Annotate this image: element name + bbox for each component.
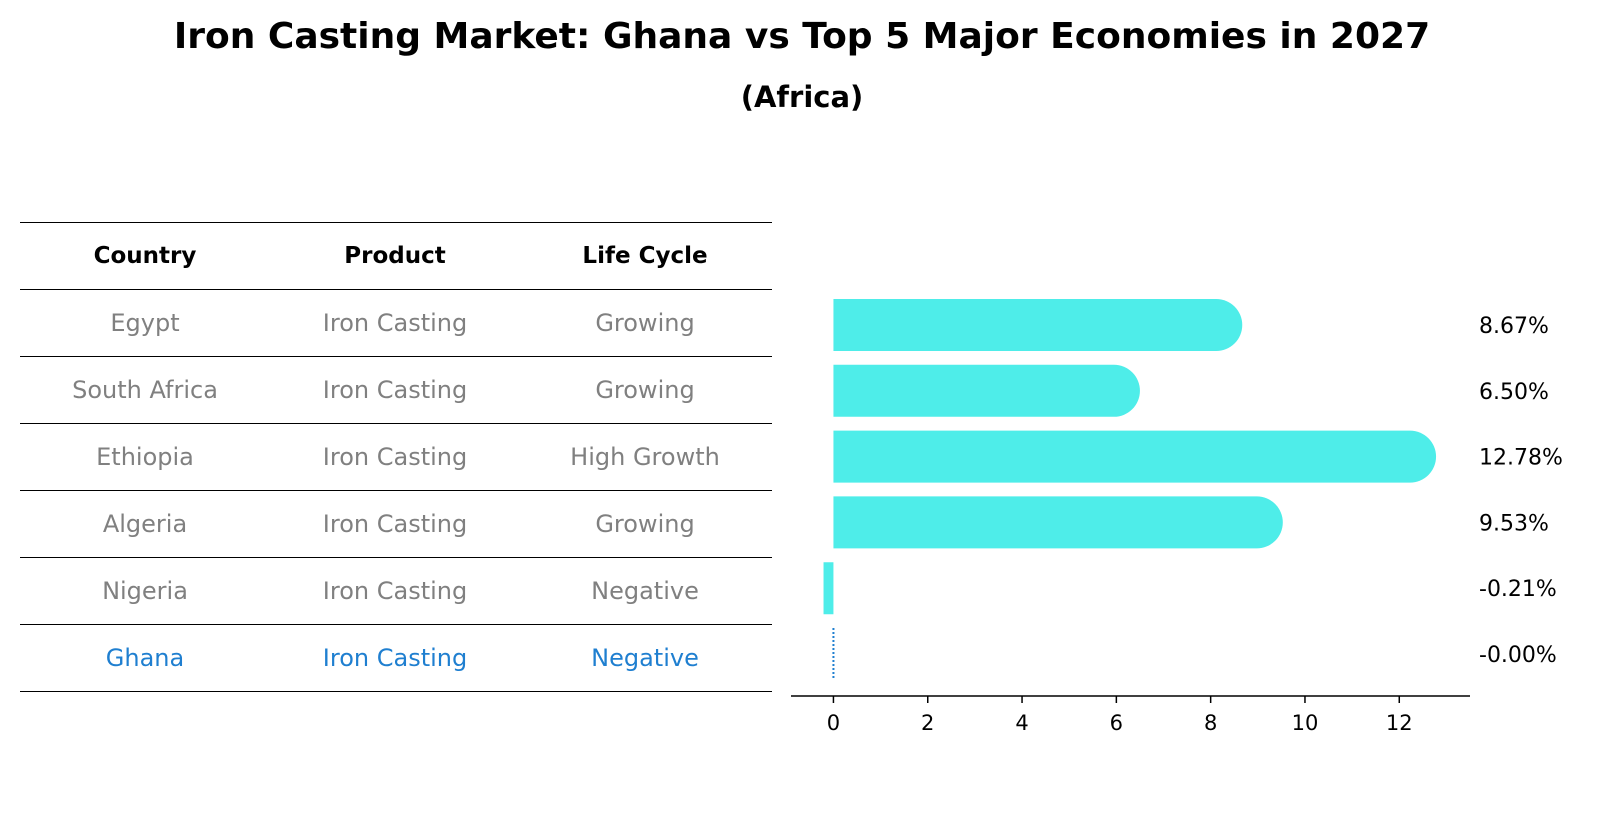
x-axis: 0 2 4 6 8 10 12 <box>791 695 1470 735</box>
cell-product: Iron Casting <box>322 644 468 672</box>
bar-egypt <box>833 299 1243 351</box>
x-tick-label: 6 <box>1110 711 1123 735</box>
x-tick-label: 0 <box>827 711 840 735</box>
value-label-south-africa: 6.50% <box>1479 380 1549 405</box>
value-label-nigeria: -0.21% <box>1479 577 1557 602</box>
table-header-row: Country Product Life Cycle <box>20 222 772 290</box>
value-labels-group: 8.67% 6.50% 12.78% 9.53% -0.21% -0.00% <box>1479 314 1563 668</box>
cell-life-cycle: Negative <box>591 644 699 672</box>
value-label-ethiopia: 12.78% <box>1479 446 1563 471</box>
cell-life-cycle: Growing <box>595 309 695 337</box>
value-label-algeria: 9.53% <box>1479 511 1549 536</box>
cell-country: South Africa <box>72 376 218 404</box>
value-label-ghana: -0.00% <box>1479 643 1557 668</box>
chart-subtitle: (Africa) <box>740 80 864 114</box>
cell-country: Algeria <box>102 510 188 538</box>
x-tick-label: 2 <box>921 711 934 735</box>
cell-country: Ghana <box>105 644 185 672</box>
bars-group <box>823 299 1437 680</box>
x-tick-label: 10 <box>1292 711 1319 735</box>
x-tick-label: 12 <box>1386 711 1413 735</box>
cell-product: Iron Casting <box>322 510 468 538</box>
cell-product: Iron Casting <box>322 376 468 404</box>
table-row: Egypt Iron Casting Growing <box>20 290 772 357</box>
data-table: Country Product Life Cycle Egypt Iron Ca… <box>20 222 772 692</box>
cell-life-cycle: Growing <box>595 376 695 404</box>
bar-south-africa <box>833 364 1140 417</box>
table-row: Algeria Iron Casting Growing <box>20 491 772 558</box>
cell-life-cycle: High Growth <box>570 443 720 471</box>
x-tick-label: 8 <box>1204 711 1217 735</box>
cell-life-cycle: Growing <box>595 510 695 538</box>
bar-nigeria <box>823 562 834 615</box>
cell-country: Nigeria <box>102 577 188 605</box>
x-tick-label: 4 <box>1015 711 1028 735</box>
header-product: Product <box>344 243 446 269</box>
cell-product: Iron Casting <box>322 443 468 471</box>
cell-product: Iron Casting <box>322 577 468 605</box>
table-row: South Africa Iron Casting Growing <box>20 357 772 424</box>
bar-algeria <box>833 496 1283 549</box>
header-life-cycle: Life Cycle <box>582 243 708 269</box>
cell-country: Egypt <box>110 309 180 337</box>
cell-country: Ethiopia <box>96 443 194 471</box>
value-label-egypt: 8.67% <box>1479 314 1549 339</box>
table-row-highlight: Ghana Iron Casting Negative <box>20 625 772 692</box>
cell-product: Iron Casting <box>322 309 468 337</box>
table-row: Ethiopia Iron Casting High Growth <box>20 424 772 491</box>
header-country: Country <box>93 243 197 269</box>
bar-ethiopia <box>833 430 1437 483</box>
table-row: Nigeria Iron Casting Negative <box>20 558 772 625</box>
cell-life-cycle: Negative <box>591 577 699 605</box>
chart-title: Iron Casting Market: Ghana vs Top 5 Majo… <box>173 16 1431 57</box>
